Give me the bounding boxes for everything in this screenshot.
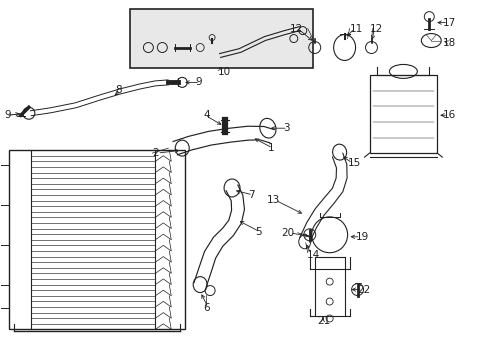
Text: 9: 9 bbox=[195, 77, 202, 87]
Text: 11: 11 bbox=[349, 24, 362, 33]
Text: 3: 3 bbox=[282, 123, 289, 133]
Text: 12: 12 bbox=[369, 24, 382, 33]
Text: 13: 13 bbox=[266, 195, 279, 205]
Text: 7: 7 bbox=[247, 190, 254, 200]
Text: 20: 20 bbox=[281, 228, 294, 238]
Text: 5: 5 bbox=[254, 227, 261, 237]
Text: 16: 16 bbox=[442, 110, 455, 120]
Text: 9: 9 bbox=[4, 110, 11, 120]
Text: 6: 6 bbox=[203, 302, 209, 312]
Bar bbox=[369, 75, 436, 153]
Text: 22: 22 bbox=[357, 284, 370, 294]
Text: 17: 17 bbox=[442, 18, 455, 28]
Text: 15: 15 bbox=[347, 158, 360, 168]
Text: 19: 19 bbox=[355, 232, 368, 242]
Text: 2: 2 bbox=[152, 148, 159, 158]
Text: 4: 4 bbox=[203, 110, 210, 120]
Text: 1: 1 bbox=[267, 143, 274, 153]
Text: 12: 12 bbox=[289, 24, 302, 33]
Text: 8: 8 bbox=[115, 85, 122, 95]
Text: 14: 14 bbox=[306, 250, 319, 260]
Text: 18: 18 bbox=[442, 37, 455, 48]
Text: 21: 21 bbox=[317, 316, 330, 327]
Text: 10: 10 bbox=[218, 67, 231, 77]
Bar bbox=[130, 9, 312, 68]
